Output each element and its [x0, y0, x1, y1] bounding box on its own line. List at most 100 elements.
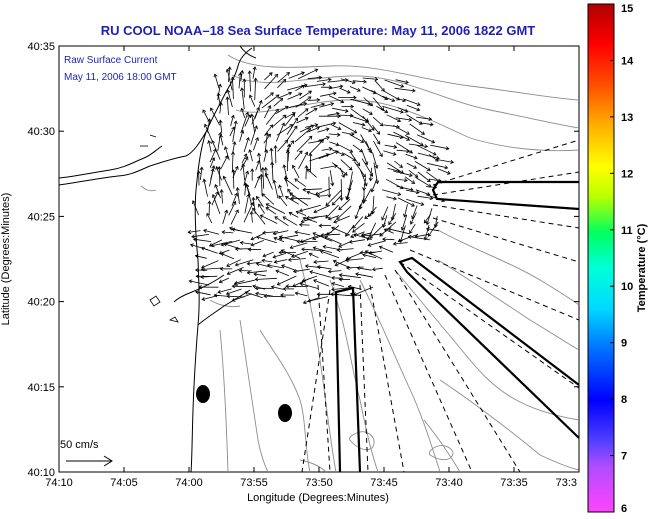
current-vector	[372, 116, 384, 127]
current-vector	[264, 132, 268, 153]
current-vector-head	[247, 70, 252, 74]
current-vector-head	[298, 150, 303, 155]
current-vector	[305, 165, 307, 180]
current-vector-head	[256, 106, 260, 111]
current-vector-head	[256, 175, 261, 180]
current-vector-head	[282, 216, 287, 221]
current-vector-head	[240, 129, 245, 134]
current-vector	[365, 140, 371, 151]
current-vector	[210, 107, 221, 126]
current-vector-head	[225, 291, 230, 296]
current-vector-head	[411, 88, 416, 93]
current-vector	[379, 246, 394, 253]
current-vector	[309, 139, 324, 155]
current-vector	[256, 196, 264, 208]
current-vector	[319, 103, 334, 108]
current-vector-head	[226, 271, 231, 275]
current-vector	[201, 267, 222, 270]
current-vector-head	[245, 170, 250, 175]
current-vector-head	[355, 272, 359, 277]
current-vector-head	[400, 226, 405, 231]
current-vector	[293, 268, 310, 272]
current-vector	[340, 78, 356, 84]
current-vector	[381, 206, 389, 221]
current-vector	[300, 283, 319, 289]
current-vector	[302, 275, 318, 282]
current-vector-head	[216, 92, 221, 97]
current-vector	[299, 90, 312, 100]
current-vector	[328, 215, 340, 220]
current-vector-head	[441, 198, 446, 203]
current-vector-head	[364, 161, 369, 166]
current-vector	[313, 279, 330, 287]
current-vector-head	[278, 250, 283, 255]
current-vector-head	[328, 146, 333, 151]
current-vector-head	[255, 291, 259, 296]
current-vector	[345, 225, 355, 237]
current-vector-head	[265, 203, 270, 207]
current-vector-head	[304, 164, 309, 169]
current-vector	[427, 162, 448, 169]
current-vector-head	[397, 118, 402, 123]
current-vector-head	[217, 165, 222, 170]
current-vector	[353, 161, 366, 178]
current-vector	[387, 167, 400, 172]
current-vector	[302, 188, 322, 191]
current-vector-head	[284, 105, 289, 110]
current-vector	[254, 78, 257, 101]
current-vector-head	[346, 89, 351, 94]
current-vector-head	[259, 214, 264, 219]
current-vector	[289, 212, 299, 218]
current-vector	[350, 231, 365, 238]
coastline	[59, 46, 257, 472]
current-vector	[251, 240, 264, 246]
current-vector	[336, 205, 352, 220]
colorbar-tick-label: 13	[621, 112, 633, 124]
current-vector-head	[327, 269, 332, 274]
current-vector-head	[349, 113, 354, 118]
current-vector	[331, 287, 353, 290]
current-vector-head	[307, 128, 312, 132]
current-vector-head	[264, 149, 269, 154]
current-vector	[339, 274, 361, 279]
current-vector	[224, 146, 230, 161]
current-vector	[278, 195, 288, 207]
current-vector-head	[254, 286, 259, 291]
current-vector-head	[274, 216, 279, 220]
current-vector	[365, 250, 383, 260]
current-vector-head	[302, 187, 306, 192]
current-vector-head	[374, 164, 379, 169]
current-vector	[396, 149, 410, 152]
current-vector	[243, 137, 249, 153]
inset-title: Raw Surface Current	[64, 55, 158, 66]
station-marker	[278, 404, 292, 422]
current-vector	[241, 108, 246, 119]
current-vector	[221, 253, 235, 260]
current-vector-head	[340, 99, 345, 104]
current-vector-head	[409, 220, 414, 225]
plot-area	[58, 45, 580, 473]
current-vector-head	[191, 200, 196, 205]
current-vector-head	[396, 96, 401, 101]
current-vector	[388, 212, 397, 225]
current-vector	[328, 270, 342, 272]
current-vector	[329, 170, 334, 186]
current-vector-head	[367, 242, 372, 247]
current-vector	[251, 211, 253, 223]
current-vector-head	[313, 209, 318, 214]
current-vector-head	[332, 91, 337, 96]
current-vector-head	[301, 247, 305, 252]
current-vector-head	[256, 195, 260, 200]
current-vector	[232, 228, 253, 234]
current-vector-head	[217, 83, 222, 88]
current-vector-head	[360, 139, 365, 143]
current-vector-head	[218, 119, 223, 124]
current-vector-head	[284, 196, 289, 200]
current-vector-head	[347, 284, 352, 289]
x-tick-label: 73:35	[500, 477, 528, 489]
current-vector	[350, 98, 371, 105]
current-vector-head	[273, 144, 278, 149]
current-vector	[285, 176, 288, 187]
current-vector-head	[198, 285, 202, 290]
current-vector-head	[316, 126, 320, 131]
